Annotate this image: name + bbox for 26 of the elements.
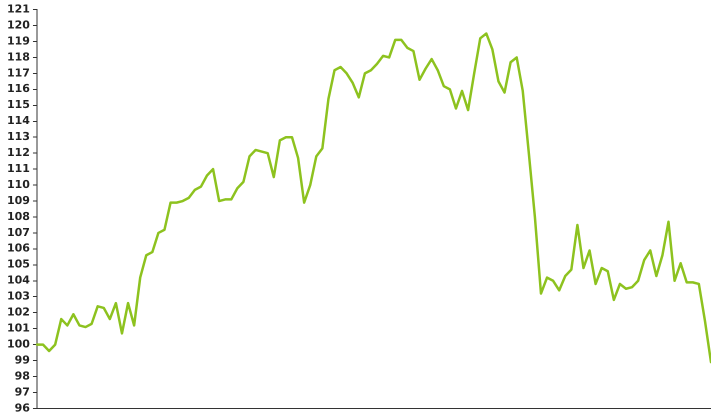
y-tick-label: 117 [6, 66, 30, 80]
y-tick-label: 111 [6, 162, 30, 175]
y-tick-label: 110 [6, 178, 30, 191]
y-tick-label: 99 [14, 353, 30, 366]
y-tick-label: 114 [6, 114, 30, 128]
y-tick-label: 115 [6, 98, 30, 112]
y-tick-label: 96 [14, 401, 30, 414]
y-tick-label: 118 [6, 50, 30, 64]
y-tick-label: 105 [6, 258, 30, 271]
y-tick-label: 97 [14, 385, 30, 398]
y-tick-label: 119 [6, 34, 30, 48]
y-tick-label: 121 [6, 2, 30, 16]
y-tick-label: 120 [6, 18, 30, 32]
y-tick-label: 103 [6, 290, 30, 303]
y-tick-label: 112 [6, 146, 30, 160]
y-tick-label: 107 [6, 226, 30, 239]
y-tick-label: 100 [6, 337, 30, 350]
y-tick-label: 104 [6, 274, 30, 287]
y-tick-label: 116 [6, 82, 30, 96]
y-tick-label: 109 [6, 194, 30, 207]
y-tick-label: 108 [6, 210, 30, 223]
y-tick-label: 113 [6, 130, 30, 144]
y-tick-label: 101 [6, 322, 30, 334]
y-tick-label: 98 [14, 369, 30, 382]
y-tick-label: 106 [6, 242, 30, 255]
y-tick-label: 102 [6, 306, 30, 319]
